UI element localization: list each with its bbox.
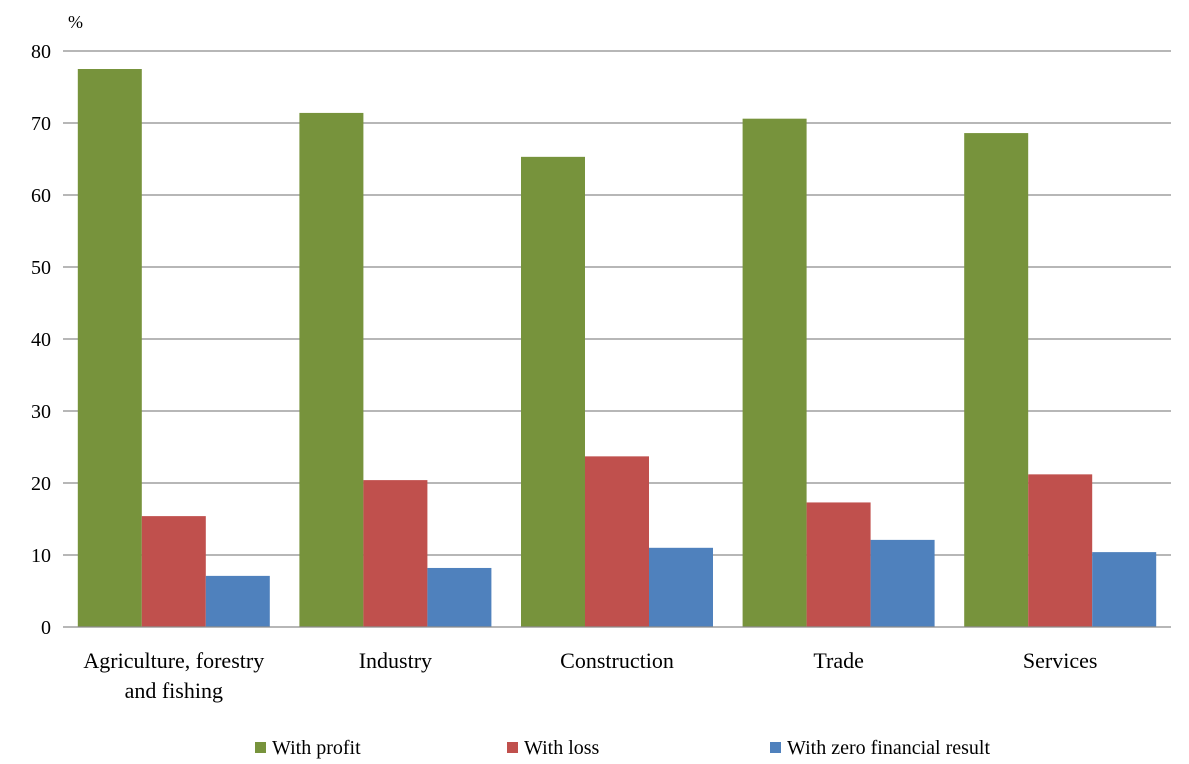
category-label: Trade	[813, 648, 864, 673]
category-label: Services	[1023, 648, 1098, 673]
y-axis-unit-label: %	[68, 12, 83, 32]
category-label: and fishing	[125, 678, 223, 703]
legend-swatch	[507, 742, 518, 753]
y-tick-label: 60	[31, 185, 51, 207]
category-label: Construction	[560, 648, 674, 673]
y-tick-label: 70	[31, 113, 51, 135]
gridlines	[63, 50, 1171, 556]
bar-with-loss	[1028, 474, 1093, 627]
category-label: Agriculture, forestry	[83, 648, 264, 673]
y-tick-label: 30	[31, 401, 51, 423]
bar-with-loss	[806, 502, 871, 627]
category-label: Industry	[359, 648, 432, 673]
legend-label: With loss	[524, 737, 600, 759]
legend-swatch	[770, 742, 781, 753]
bar-with-zero-financial-result	[649, 547, 713, 627]
bar-with-loss	[585, 456, 649, 627]
y-tick-label: 80	[31, 41, 51, 63]
y-tick-label: 50	[31, 257, 51, 279]
bar-with-loss	[141, 516, 206, 627]
x-category-labels: Agriculture, forestry and fishing Industry…	[83, 648, 1097, 703]
bar-with-zero-financial-result	[1092, 552, 1157, 627]
bar-with-profit	[299, 112, 364, 628]
bar-with-profit	[964, 133, 1029, 627]
legend-label: With profit	[272, 737, 361, 759]
bar-with-zero-financial-result	[870, 539, 935, 627]
bar-with-zero-financial-result	[427, 567, 492, 627]
legend-label: With zero financial result	[787, 737, 990, 759]
bar-with-profit	[77, 69, 142, 627]
y-tick-label: 10	[31, 545, 51, 567]
legend-swatch	[255, 742, 266, 753]
y-tick-labels: 0 10 20 30 40 50 60 70 80	[31, 41, 51, 639]
bar-with-profit	[742, 118, 807, 628]
y-tick-label: 40	[31, 329, 51, 351]
y-tick-label: 0	[41, 617, 51, 639]
legend: With profit With loss With zero financial …	[255, 737, 990, 759]
bars	[77, 69, 1157, 628]
y-tick-label: 20	[31, 473, 51, 495]
bar-with-zero-financial-result	[205, 575, 270, 627]
bar-with-profit	[521, 156, 585, 627]
bar-with-loss	[363, 480, 428, 627]
